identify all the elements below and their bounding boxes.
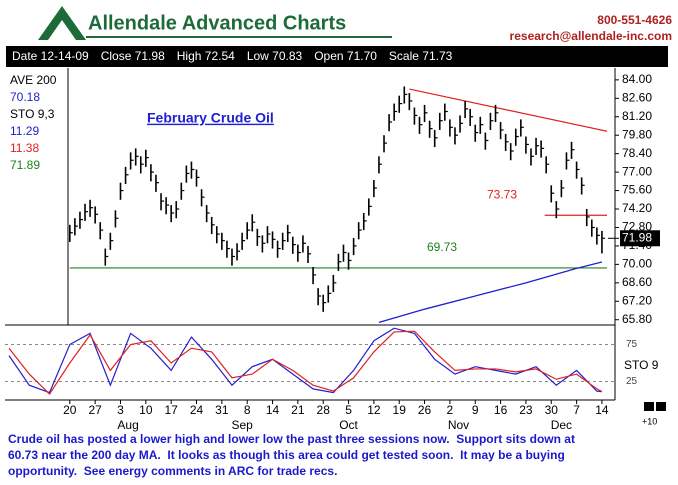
y-tick-label: 77.00 [622, 164, 652, 178]
info-field: Scale 71.73 [389, 49, 453, 63]
y-tick-label: 79.80 [622, 127, 652, 141]
email: research@allendale-inc.com [510, 29, 672, 43]
x-tick-label: 14 [595, 403, 609, 417]
x-tick-label: 2 [447, 403, 454, 417]
y-tick-label: 25 [626, 376, 638, 387]
info-field: High 72.54 [177, 49, 235, 63]
x-tick-label: 5 [345, 403, 352, 417]
x-tick-label: 16 [494, 403, 508, 417]
chart-title: February Crude Oil [147, 110, 274, 126]
brand: Allendale Advanced Charts [88, 12, 346, 34]
info-field: Date 12-14-09 [12, 49, 89, 63]
legend-entry: 11.38 [10, 141, 39, 155]
x-tick-label: 12 [367, 403, 381, 417]
x-tick-label: 8 [244, 403, 251, 417]
info-field: Close 71.98 [101, 49, 165, 63]
legend-entry: AVE 200 [10, 73, 57, 87]
level-label: 69.73 [427, 240, 457, 254]
y-tick-label: 68.60 [622, 275, 652, 289]
legend-entry: 11.29 [10, 124, 39, 138]
x-tick-label: 23 [519, 403, 533, 417]
x-tick-label: 24 [190, 403, 204, 417]
level-label: 73.73 [487, 187, 517, 201]
x-tick-label: 27 [88, 403, 102, 417]
stoch-label: STO 9 [624, 358, 659, 372]
y-tick-label: 70.00 [622, 257, 652, 271]
y-tick-label: 81.20 [622, 109, 652, 123]
last-price-label: 71.98 [622, 230, 652, 244]
y-tick-label: 74.20 [622, 201, 652, 215]
y-tick-label: 82.60 [622, 90, 652, 104]
x-tick-label: 9 [472, 403, 479, 417]
info-field: Open 71.70 [314, 49, 377, 63]
moving-average [378, 261, 603, 323]
info-bar [6, 46, 668, 67]
legend-entry: 71.89 [10, 158, 40, 172]
month-label: Nov [448, 418, 469, 432]
month-label: Oct [339, 418, 358, 432]
stochastic-line [8, 327, 602, 394]
phone: 800-551-4626 [597, 13, 672, 27]
x-tick-label: 3 [117, 403, 124, 417]
y-tick-label: 84.00 [622, 72, 652, 86]
x-tick-label: 20 [63, 403, 77, 417]
x-tick-label: 10 [139, 403, 153, 417]
x-tick-label: 26 [418, 403, 432, 417]
note-line: Crude oil has posted a lower high and lo… [8, 432, 575, 446]
y-tick-label: 75.60 [622, 183, 652, 197]
x-tick-label: 21 [291, 403, 305, 417]
trend-line [409, 88, 608, 132]
month-label: Sep [231, 418, 253, 432]
y-tick-label: 67.20 [622, 293, 652, 307]
note-line: 60.73 near the 200 day MA. It looks as t… [8, 448, 565, 462]
x-tick-label: 19 [393, 403, 407, 417]
month-label: Aug [117, 418, 138, 432]
x-tick-label: 31 [215, 403, 229, 417]
legend-entry: 70.18 [10, 90, 40, 104]
x-tick-label: 14 [266, 403, 280, 417]
y-tick-label: 72.80 [622, 220, 652, 234]
y-tick-label: 75 [626, 339, 638, 350]
scroll-button[interactable] [656, 402, 666, 411]
legend-entry: STO 9,3 [10, 107, 55, 121]
last-price-box [620, 230, 660, 247]
x-tick-label: 30 [545, 403, 559, 417]
month-label: Dec [551, 418, 572, 432]
logo [38, 6, 86, 40]
x-tick-label: 28 [317, 403, 331, 417]
info-field: Low 70.83 [247, 49, 303, 63]
x-tick-label: 7 [573, 403, 580, 417]
scroll-button[interactable] [644, 402, 654, 411]
stochastic-line [8, 330, 603, 396]
x-tick-label: 17 [164, 403, 178, 417]
y-tick-label: 65.80 [622, 312, 652, 326]
corner-label: +10 [642, 416, 657, 426]
y-tick-label: 78.40 [622, 146, 652, 160]
note-line: opportunity. See energy comments in ARC … [8, 464, 337, 478]
